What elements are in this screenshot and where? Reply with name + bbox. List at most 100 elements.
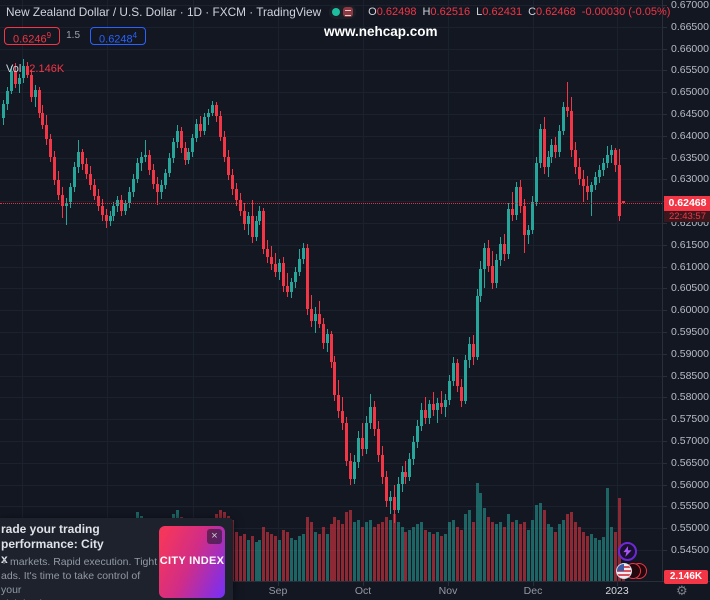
candle-body [613,149,617,166]
ad-brand-tile[interactable]: CITY INDEX × [159,526,225,598]
candle-body [151,169,155,184]
candle-body [408,459,412,477]
candle-body [586,185,589,192]
time-gridline [363,0,364,581]
last-price-value: 0.62468 [664,196,710,211]
volume-bar [266,532,270,581]
candle-body [400,472,404,484]
candle-body [33,90,37,97]
ohlc-values: O0.62498 H0.62516 L0.62431 C0.62468 -0.00030… [362,4,670,20]
candle-body [215,105,219,117]
price-tick-mark [663,288,667,290]
buy-button[interactable]: 0.62484 [90,27,147,46]
candle-body [179,130,183,148]
volume-bar [471,522,475,581]
candle-body [321,324,325,343]
candle-body [191,137,195,153]
economic-events-cluster[interactable] [616,563,648,580]
time-gridline [278,0,279,581]
volume-bar [589,533,593,581]
volume-bar [605,487,609,581]
candle-body [305,248,309,310]
price-tick-label: 0.65000 [671,86,709,99]
quick-trade-button[interactable] [618,542,637,561]
candle-body [483,248,487,269]
candle-body [609,149,613,156]
candle-body [226,156,230,176]
price-tick-mark [663,244,667,246]
gear-icon[interactable]: ⚙ [676,583,688,598]
us-flag-icon [616,563,632,579]
time-tick-mark [363,582,364,586]
volume-bar [613,532,617,581]
candle-body [384,476,388,502]
candle-body [605,155,609,163]
volume-bar [428,532,432,581]
sell-button[interactable]: 0.62469 [4,27,61,46]
volume-bar [400,527,404,581]
ad-close-icon[interactable]: × [207,529,222,544]
candle-body [29,74,33,97]
price-gridline [0,135,662,137]
candle-body [558,130,562,153]
symbol-title[interactable]: New Zealand Dollar / U.S. Dollar · 1D · … [6,5,322,19]
last-price-line [0,203,662,204]
volume-bar [242,533,246,581]
candle-body [495,260,499,284]
price-axis[interactable]: 0.62468 22:43:57 0.67000 0.66500 0.66000 0.… [662,0,710,600]
time-gridline [617,0,618,581]
candle-body [294,271,297,282]
volume-bar [388,520,392,581]
price-tick-mark [663,506,667,508]
candle-body [503,243,507,255]
volume-bar [345,512,349,581]
candle-body [487,248,491,266]
candle-body [589,184,593,192]
candle-body [341,411,345,423]
time-gridline [193,0,194,581]
candle-body [301,248,305,259]
price-tick-label: 0.56500 [671,456,709,469]
volume-bar [582,532,586,581]
volume-bar [282,530,286,581]
price-tick-mark [663,550,667,551]
candle-body [124,203,128,211]
candle-wick [66,197,68,225]
candle-body [601,162,605,170]
candle-body [507,209,511,255]
volume-bar [499,522,503,581]
time-tick-mark [617,582,618,586]
candle-body [270,257,274,265]
price-tick-mark [663,114,667,115]
candle-body [499,243,503,261]
candle-body [522,206,526,236]
price-tick-mark [663,5,667,6]
price-tick-mark [663,375,667,377]
candle-body [69,187,73,203]
candle-body [290,281,294,292]
price-tick-mark [663,397,667,399]
candle-body [96,195,100,206]
volume-bar [274,535,278,581]
candle-body [84,164,88,175]
candle-body [361,437,365,449]
candle-body [183,148,187,160]
volume-bar [578,527,582,581]
candle-body [546,156,550,168]
volume-bar [601,536,605,581]
market-status-toggle[interactable] [329,5,357,19]
time-tick-mark [533,582,534,586]
candle-body [108,216,112,221]
candle-body [41,113,45,125]
candle-body [53,156,57,181]
chart-plot-area[interactable] [0,0,662,581]
candle-body [578,167,582,179]
candle-body [404,472,408,477]
candle-body [140,156,144,163]
candle-body [428,403,432,419]
candle-wick [437,398,439,423]
time-tick-label: Oct [354,585,372,597]
candle-wick [145,140,147,162]
candle-body [447,380,451,400]
candle-body [80,152,84,165]
